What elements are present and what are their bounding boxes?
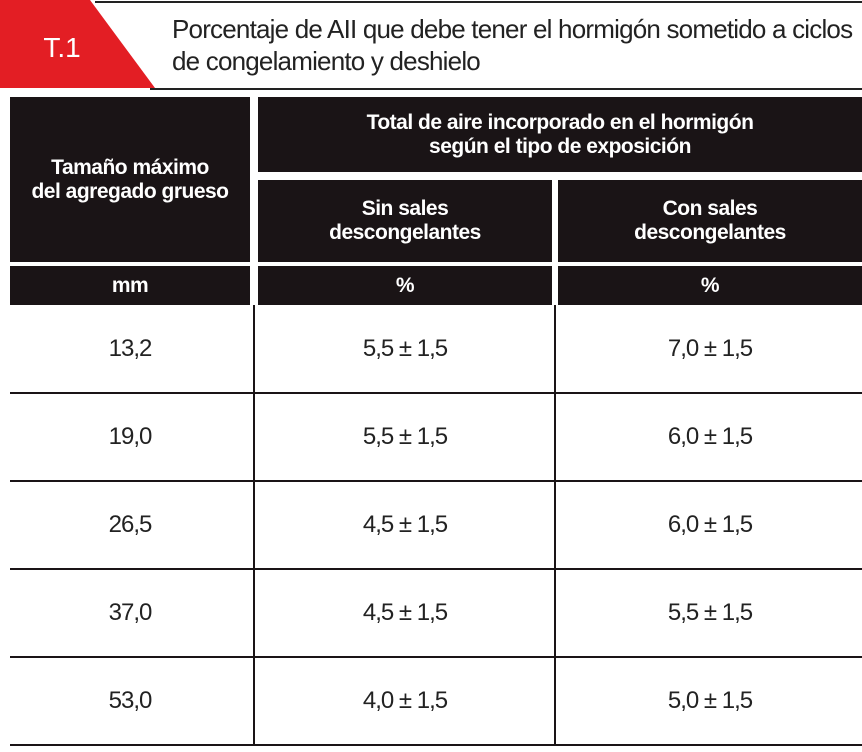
table-cell: 5,5 ± 1,5 — [258, 393, 552, 481]
cell-text: 19,0 — [108, 423, 153, 450]
row-rule — [10, 656, 862, 658]
title-line: de congelamiento y deshielo — [172, 46, 481, 76]
title-line: Porcentaje de AII que debe tener el horm… — [172, 14, 853, 44]
table-cell: 6,0 ± 1,5 — [558, 393, 862, 481]
unit-label: % — [395, 273, 415, 297]
group-header: Total de aire incorporado en el hormigón… — [258, 97, 862, 172]
cell-text: 5,5 ± 1,5 — [362, 423, 448, 450]
cell-text: 26,5 — [108, 511, 153, 538]
unit-label: mm — [111, 273, 149, 297]
table-cell: 19,0 — [10, 393, 250, 481]
table-cell: 5,0 ± 1,5 — [558, 657, 862, 745]
table-cell: 37,0 — [10, 569, 250, 657]
table-cell: 5,5 ± 1,5 — [258, 305, 552, 393]
table-cell: 4,5 ± 1,5 — [258, 569, 552, 657]
cell-text: 5,5 ± 1,5 — [362, 335, 448, 362]
cell-text: 7,0 ± 1,5 — [667, 335, 753, 362]
row-rule — [10, 480, 862, 482]
cell-text: 6,0 ± 1,5 — [667, 511, 753, 538]
cell-text: 13,2 — [108, 335, 153, 362]
table-cell: 4,0 ± 1,5 — [258, 657, 552, 745]
cell-text: 5,5 ± 1,5 — [667, 599, 753, 626]
cell-text: 5,0 ± 1,5 — [667, 687, 753, 714]
header-line: descongelantes — [634, 221, 786, 244]
table-cell: 4,5 ± 1,5 — [258, 481, 552, 569]
row-rule — [10, 744, 862, 746]
table-cell: 26,5 — [10, 481, 250, 569]
cell-text: 4,5 ± 1,5 — [362, 511, 448, 538]
header-line: descongelantes — [329, 221, 481, 244]
column-rule — [253, 305, 255, 745]
tag-shape — [0, 0, 155, 88]
table-cell: 13,2 — [10, 305, 250, 393]
cell-text: 4,0 ± 1,5 — [362, 687, 448, 714]
table-cell: 7,0 ± 1,5 — [558, 305, 862, 393]
unit-header: % — [258, 266, 552, 305]
cell-text: 37,0 — [108, 599, 153, 626]
row-rule — [10, 392, 862, 394]
row-rule — [10, 568, 862, 570]
tag-label: T.1 — [43, 32, 80, 63]
table-cell: 6,0 ± 1,5 — [558, 481, 862, 569]
header-line: Sin sales — [361, 197, 449, 220]
unit-header: mm — [10, 266, 250, 305]
cell-text: 6,0 ± 1,5 — [667, 423, 753, 450]
header-line: según el tipo de exposición — [429, 134, 691, 158]
sub-header: Con sales descongelantes — [558, 180, 862, 262]
unit-label: % — [700, 273, 720, 297]
header-line: Con sales — [662, 197, 758, 220]
sub-header: Sin sales descongelantes — [258, 180, 552, 262]
header-graphics: T.1 — [0, 0, 862, 90]
column-rule — [554, 305, 556, 745]
header-line: Tamaño máximo — [51, 155, 209, 179]
header-line: del agregado grueso — [31, 179, 229, 203]
column-header: Tamaño máximo del agregado grueso — [10, 97, 250, 262]
header-line: Total de aire incorporado en el hormigón — [366, 110, 754, 134]
unit-header: % — [558, 266, 862, 305]
table-cell: 5,5 ± 1,5 — [558, 569, 862, 657]
cell-text: 4,5 ± 1,5 — [362, 599, 448, 626]
table-cell: 53,0 — [10, 657, 250, 745]
cell-text: 53,0 — [108, 687, 153, 714]
